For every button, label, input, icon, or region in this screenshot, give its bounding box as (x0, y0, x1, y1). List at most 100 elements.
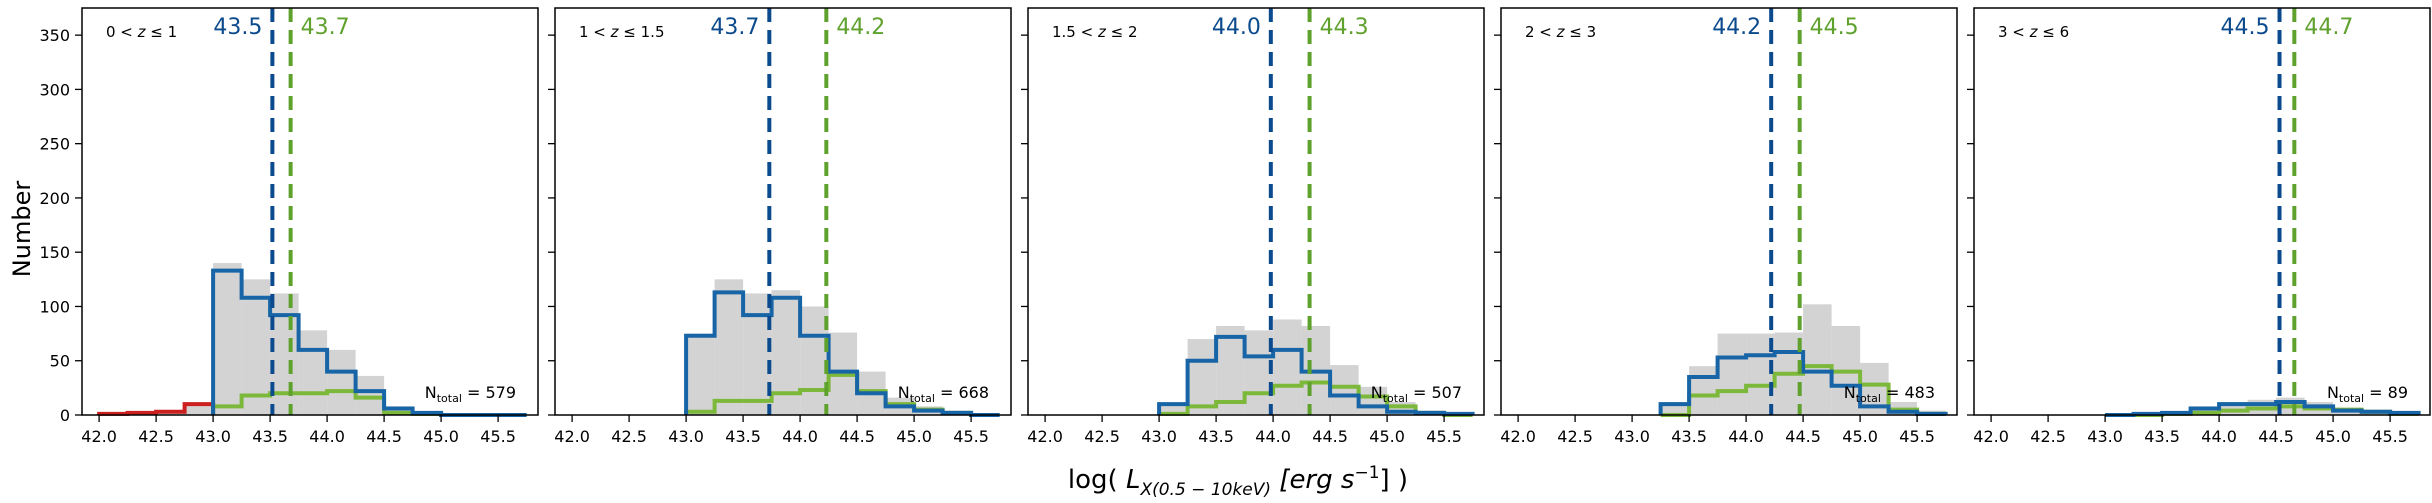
mean-green-label: 44.2 (836, 15, 885, 40)
all-bar (686, 333, 715, 415)
all-bar (384, 406, 413, 415)
mean-blue-label: 44.2 (1712, 15, 1761, 40)
x-tick-label: 43.0 (2087, 427, 2123, 446)
redshift-range-label: 0 < z ≤ 1 (106, 23, 177, 41)
ntotal-value: = 579 (462, 383, 516, 402)
mean-blue-label: 43.7 (710, 15, 759, 40)
redshift-range-label: 3 < z ≤ 6 (1998, 23, 2069, 41)
x-tick-label: 44.5 (1785, 427, 1821, 446)
ntotal-label: Ntotal = 668 (898, 383, 989, 405)
panel-5: 44.5 44.7 42.0 42.5 43.0 43.5 44.0 44.5 45.0 45.5… (1967, 7, 2431, 446)
x-tick-label: 44.0 (1255, 427, 1291, 446)
x-tick-label: 43.0 (195, 427, 231, 446)
redshift-range-label: 1.5 < z ≤ 2 (1052, 23, 1138, 41)
y-tick-label: 250 (39, 135, 70, 154)
all-bar (1187, 339, 1217, 415)
all-bar (1803, 304, 1832, 415)
x-axis-label-symbol: L (1126, 465, 1141, 495)
all-bar (327, 349, 356, 415)
x-tick-label: 45.0 (896, 427, 932, 446)
redshift-range-label: 2 < z ≤ 3 (1525, 23, 1596, 41)
ntotal-label: Ntotal = 89 (2327, 383, 2408, 405)
ntotal-symbol: N (425, 383, 437, 402)
x-tick-label: 45.5 (953, 427, 989, 446)
redshift-range-suffix: ≤ 6 (2038, 23, 2070, 41)
all-bar (1689, 366, 1718, 415)
x-tick-label: 45.5 (2372, 427, 2408, 446)
x-tick-label: 42.0 (1973, 427, 2009, 446)
all-bar (270, 293, 299, 415)
x-tick-label: 44.5 (839, 427, 875, 446)
panel-3: 44.0 44.3 42.0 42.5 43.0 43.5 44.0 44.5 45.0 45.5… (1021, 7, 1485, 446)
ntotal-subscript: total (437, 392, 462, 405)
all-bar (213, 263, 242, 415)
x-tick-label: 43.0 (1614, 427, 1650, 446)
x-tick-label: 44.0 (782, 427, 818, 446)
x-tick-label: 44.0 (1728, 427, 1764, 446)
ntotal-symbol: N (898, 383, 910, 402)
all-bar (298, 330, 328, 415)
red-step-line (97, 402, 216, 416)
x-tick-label: 42.5 (2030, 427, 2066, 446)
x-axis-label-suffix: ] ) (1380, 465, 1409, 495)
ntotal-subscript: total (1383, 392, 1408, 405)
x-tick-label: 43.0 (1141, 427, 1177, 446)
x-tick-label: 42.0 (1500, 427, 1536, 446)
redshift-range-prefix: 1.5 < (1052, 23, 1098, 41)
plot-frame (1027, 7, 1485, 416)
blue-step-line (2105, 399, 2421, 417)
x-tick-label: 44.0 (309, 427, 345, 446)
redshift-variable: z (2029, 23, 2039, 41)
all-bar (714, 279, 744, 415)
x-tick-label: 42.5 (611, 427, 647, 446)
y-tick-label: 50 (50, 352, 70, 371)
mean-green-label: 44.3 (1320, 15, 1369, 40)
ntotal-subscript: total (1856, 392, 1881, 405)
panel-2: 43.7 44.2 42.0 42.5 43.0 43.5 44.0 44.5 45.0 45.5… (548, 7, 1012, 446)
blue-step-line (684, 290, 1000, 417)
x-tick-label: 44.5 (1312, 427, 1348, 446)
blue-step-line (1157, 334, 1475, 416)
x-tick-label: 42.0 (554, 427, 590, 446)
redshift-range-suffix: ≤ 1 (146, 23, 178, 41)
redshift-range-prefix: 1 < (579, 23, 611, 41)
plot-frame (81, 7, 539, 416)
x-tick-label: 45.5 (1899, 427, 1935, 446)
x-tick-label: 43.5 (1198, 427, 1234, 446)
ntotal-value: = 89 (2364, 383, 2408, 402)
x-axis-label-prefix: log( (1068, 465, 1126, 495)
redshift-range-suffix: ≤ 1.5 (619, 23, 665, 41)
x-tick-label: 44.5 (2258, 427, 2294, 446)
x-tick-label: 43.5 (725, 427, 761, 446)
all-bar (1159, 404, 1188, 415)
ntotal-subscript: total (910, 392, 935, 405)
x-tick-label: 45.0 (423, 427, 459, 446)
y-tick-label: 100 (39, 297, 70, 316)
x-tick-label: 43.5 (1671, 427, 1707, 446)
y-axis-label: Number (8, 181, 36, 278)
all-bar (184, 404, 214, 415)
green-step-line (1157, 380, 1473, 417)
x-axis-label: log( LX(0.5 − 10keV) [erg s−1] ) (1068, 463, 1408, 500)
ntotal-symbol: N (1371, 383, 1383, 402)
redshift-variable: z (1097, 23, 1107, 41)
mean-blue-label: 44.0 (1212, 15, 1261, 40)
x-tick-label: 42.5 (1084, 427, 1120, 446)
ntotal-value: = 668 (935, 383, 989, 402)
x-tick-label: 45.0 (2315, 427, 2351, 446)
mean-green-label: 44.7 (2304, 15, 2353, 40)
x-tick-label: 43.0 (668, 427, 704, 446)
ntotal-symbol: N (1844, 383, 1856, 402)
all-bar (771, 290, 801, 415)
all-bar (1330, 365, 1359, 415)
all-bar (1244, 330, 1274, 415)
redshift-range-prefix: 2 < (1525, 23, 1557, 41)
redshift-variable: z (1556, 23, 1566, 41)
all-bar (2190, 406, 2220, 415)
x-tick-label: 44.0 (2201, 427, 2237, 446)
all-bar (800, 306, 829, 415)
redshift-range-label: 1 < z ≤ 1.5 (579, 23, 665, 41)
x-axis-label-exponent: −1 (1354, 463, 1379, 483)
plot-frame (554, 7, 1012, 416)
all-bar (1273, 319, 1302, 415)
